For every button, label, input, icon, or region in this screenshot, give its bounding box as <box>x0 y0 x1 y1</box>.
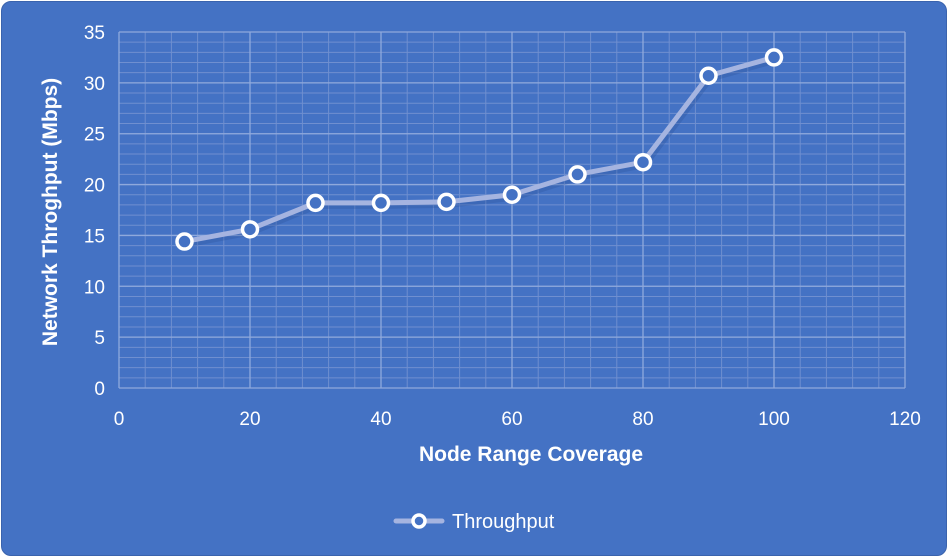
y-tick-label: 10 <box>84 277 105 298</box>
y-tick-label: 25 <box>84 125 105 146</box>
x-tick-label: 100 <box>758 409 790 430</box>
x-axis-ticks: 0 20 40 60 80 100 120 <box>114 409 921 430</box>
y-tick-label: 0 <box>94 379 105 400</box>
data-point-marker <box>371 193 391 213</box>
x-tick-label: 60 <box>501 409 522 430</box>
data-point-marker <box>175 232 194 251</box>
y-axis-title: Network Throghput (Mbps) <box>39 78 62 346</box>
y-tick-label: 15 <box>84 226 105 247</box>
data-point-marker <box>764 48 784 67</box>
data-point-marker <box>568 165 587 184</box>
y-tick-label: 5 <box>94 328 105 349</box>
data-point-marker <box>502 185 522 204</box>
x-axis-title: Node Range Coverage <box>419 443 643 466</box>
legend-marker <box>411 513 427 529</box>
series-layer <box>175 48 784 251</box>
x-tick-label: 20 <box>239 409 260 430</box>
series-line <box>182 54 777 245</box>
data-point-marker <box>437 192 456 212</box>
major-gridlines <box>118 31 906 389</box>
legend: Throughput <box>393 511 555 533</box>
legend-label: Throughput <box>452 511 555 533</box>
x-tick-label: 40 <box>370 409 391 430</box>
data-point-marker <box>306 193 325 213</box>
x-tick-label: 80 <box>632 409 653 430</box>
y-tick-label: 20 <box>84 176 105 197</box>
x-tick-label: 120 <box>889 409 921 430</box>
y-tick-label: 35 <box>84 23 105 44</box>
x-tick-label: 0 <box>114 409 125 430</box>
y-tick-label: 30 <box>84 74 105 95</box>
series-line <box>182 56 779 248</box>
y-axis-ticks: 0 5 10 15 20 25 30 35 <box>84 23 105 400</box>
data-point-marker <box>633 152 653 172</box>
data-point-marker <box>699 66 718 85</box>
data-point-marker <box>240 220 260 239</box>
